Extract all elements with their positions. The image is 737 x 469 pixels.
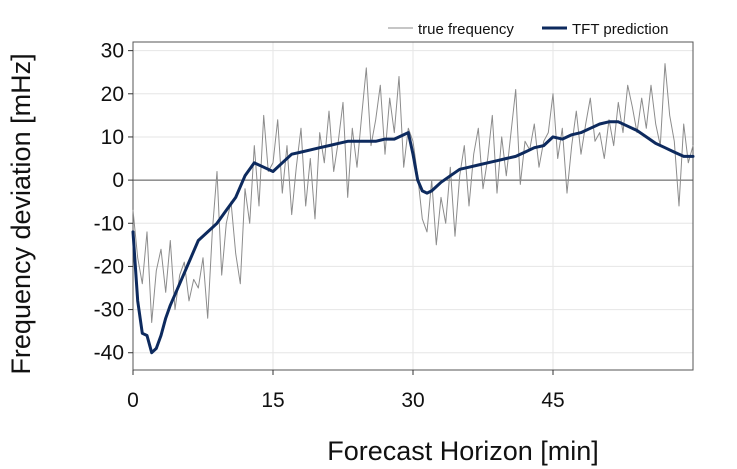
y-tick-labels: 30 20 10 0 -10 -20 -30 -40 — [94, 40, 133, 365]
legend-label-true-frequency: true frequency — [418, 21, 514, 38]
x-tick-label: 0 — [127, 389, 139, 412]
y-tick-label: -30 — [94, 299, 124, 322]
series-line-tft-prediction — [131, 120, 695, 355]
legend-label-tft-prediction: TFT prediction — [572, 21, 668, 38]
y-tick-label: 0 — [112, 169, 124, 192]
y-axis-title: Frequency deviation [mHz] — [6, 53, 36, 374]
x-tick-label: 30 — [401, 389, 424, 412]
legend: true frequency TFT prediction — [388, 21, 668, 38]
grid-lines — [132, 42, 693, 370]
x-axis-title: Forecast Horizon [min] — [327, 436, 599, 466]
y-tick-label: -40 — [94, 342, 124, 365]
y-tick-label: -20 — [94, 255, 124, 278]
y-tick-label: 20 — [101, 83, 124, 106]
series-line-true-frequency — [132, 63, 694, 323]
series-layer — [131, 63, 695, 355]
x-tick-labels: 0 15 30 45 — [127, 370, 565, 412]
x-tick-label: 45 — [541, 389, 564, 412]
y-tick-label: 10 — [101, 126, 124, 149]
y-tick-label: 30 — [101, 40, 124, 63]
y-tick-label: -10 — [94, 212, 124, 235]
x-tick-label: 15 — [261, 389, 284, 412]
